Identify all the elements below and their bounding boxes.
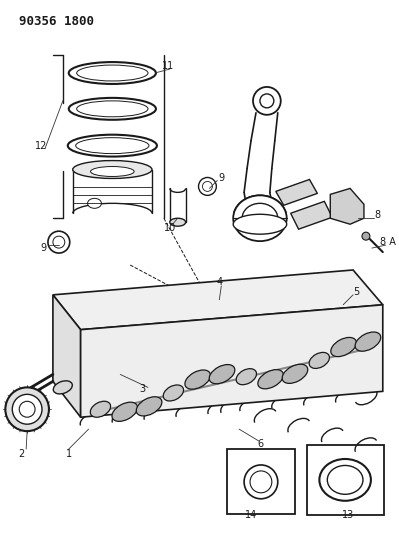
Text: 5: 5 [353,287,359,297]
Ellipse shape [202,181,212,191]
Ellipse shape [185,370,211,389]
Ellipse shape [362,232,370,240]
Polygon shape [330,188,364,224]
Ellipse shape [233,196,287,241]
Ellipse shape [260,94,274,108]
Ellipse shape [250,471,272,493]
Text: 14: 14 [245,510,257,520]
Ellipse shape [77,101,148,117]
Text: 12: 12 [35,141,47,151]
Ellipse shape [309,352,330,368]
Text: 8 A: 8 A [380,237,396,247]
Text: 3: 3 [139,384,145,394]
Text: 2: 2 [18,449,24,459]
Text: 6: 6 [258,439,264,449]
Text: 13: 13 [342,510,354,520]
Ellipse shape [77,65,148,81]
Ellipse shape [136,397,162,416]
Ellipse shape [87,198,101,208]
Ellipse shape [112,402,138,422]
Ellipse shape [90,401,111,417]
Ellipse shape [73,160,152,179]
Polygon shape [276,180,317,205]
Ellipse shape [69,98,156,120]
Ellipse shape [170,218,186,226]
Ellipse shape [242,203,278,233]
Ellipse shape [53,236,65,248]
Ellipse shape [253,87,281,115]
Text: 8: 8 [375,210,381,220]
Text: 4: 4 [216,277,222,287]
Ellipse shape [12,394,42,424]
Ellipse shape [91,166,134,176]
Ellipse shape [19,401,35,417]
Text: 9: 9 [40,243,46,253]
Bar [306,445,384,515]
Ellipse shape [236,369,257,385]
Ellipse shape [48,231,70,253]
Ellipse shape [53,381,72,394]
Bar [227,449,294,514]
Ellipse shape [68,135,157,157]
Polygon shape [53,295,81,417]
Ellipse shape [5,387,49,431]
Text: 11: 11 [162,61,174,71]
Ellipse shape [244,465,278,499]
Ellipse shape [327,465,363,494]
Ellipse shape [331,337,356,357]
Ellipse shape [76,138,149,154]
Text: 90356 1800: 90356 1800 [19,15,94,28]
Polygon shape [81,305,383,417]
Ellipse shape [163,385,184,401]
Text: 1: 1 [66,449,72,459]
Ellipse shape [69,62,156,84]
Text: 9: 9 [218,173,224,183]
Ellipse shape [209,365,235,384]
Ellipse shape [233,214,287,234]
Ellipse shape [355,332,381,351]
Polygon shape [290,201,332,229]
Polygon shape [53,270,383,330]
Text: 10: 10 [164,223,176,233]
Ellipse shape [258,369,283,389]
Ellipse shape [199,177,216,196]
Ellipse shape [319,459,371,501]
Ellipse shape [282,364,308,383]
